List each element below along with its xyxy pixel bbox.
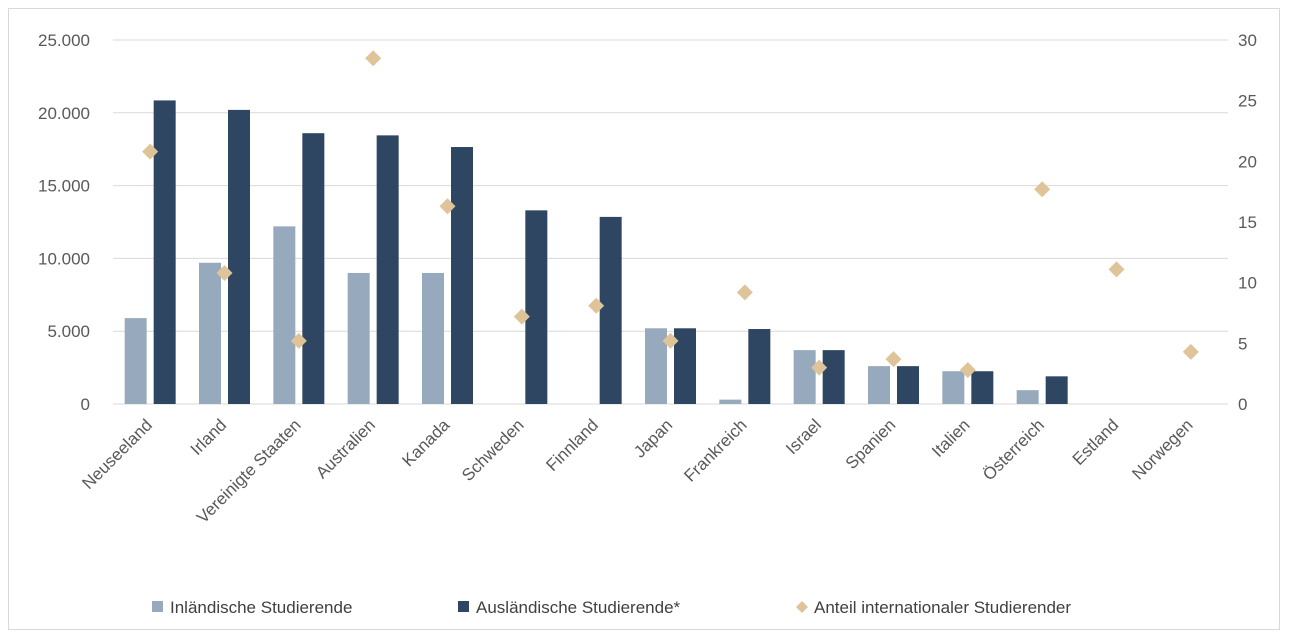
left-axis-ticks: 0 5.000 10.000 15.000 20.000 25.000 <box>38 31 90 414</box>
category-label: Österreich <box>979 415 1048 484</box>
point-anteil <box>959 362 976 379</box>
bar-inlaendische <box>273 226 296 404</box>
point-anteil <box>439 198 456 215</box>
bar-inlaendische <box>868 366 890 404</box>
right-tick-label: 20 <box>1238 152 1257 171</box>
bar-inlaendische <box>422 272 444 404</box>
category-label: Frankreich <box>680 415 750 485</box>
bar-auslaendische <box>599 216 622 404</box>
bar-auslaendische <box>897 366 919 404</box>
bar-auslaendische <box>228 109 250 404</box>
left-tick-label: 20.000 <box>38 104 90 123</box>
legend-swatch <box>152 601 163 612</box>
bar-inlaendische <box>719 399 742 404</box>
left-tick-label: 25.000 <box>38 31 90 50</box>
category-label: Italien <box>928 415 974 461</box>
right-tick-label: 10 <box>1238 274 1257 293</box>
left-tick-label: 0 <box>81 395 90 414</box>
bar-auslaendische <box>748 329 771 404</box>
bar-auslaendische <box>451 147 473 405</box>
bar-auslaendische <box>302 133 325 404</box>
bar-inlaendische <box>942 371 965 404</box>
bars <box>124 100 1068 405</box>
legend-label: Inländische Studierende <box>170 598 352 617</box>
legend-item: Ausländische Studierende* <box>458 598 681 617</box>
right-tick-label: 30 <box>1238 31 1257 50</box>
point-anteil <box>885 351 902 368</box>
right-tick-label: 25 <box>1238 92 1257 111</box>
point-anteil <box>588 297 605 314</box>
category-label: Finnland <box>542 415 602 475</box>
bar-auslaendische <box>971 371 994 404</box>
point-anteil <box>811 359 828 376</box>
left-tick-label: 15.000 <box>38 177 90 196</box>
legend-swatch <box>458 601 469 612</box>
right-tick-label: 5 <box>1238 334 1247 353</box>
bar-inlaendische <box>793 350 816 404</box>
legend: Inländische Studierende Ausländische Stud… <box>152 598 1071 617</box>
category-label: Japan <box>630 415 676 461</box>
left-tick-label: 5.000 <box>47 322 90 341</box>
right-axis-ticks: 0 5 10 15 20 25 30 <box>1238 31 1257 414</box>
category-label: Australien <box>312 415 379 482</box>
bar-auslaendische <box>153 100 176 404</box>
left-tick-label: 10.000 <box>38 249 90 268</box>
category-label: Schweden <box>458 415 528 485</box>
bar-auslaendische <box>674 328 696 404</box>
bar-auslaendische <box>1045 376 1068 404</box>
legend-swatch <box>796 601 808 613</box>
bar-auslaendische <box>525 210 548 404</box>
right-tick-label: 0 <box>1238 395 1247 414</box>
point-anteil <box>1034 181 1051 198</box>
share-points <box>142 50 1199 379</box>
point-anteil <box>216 264 233 281</box>
point-anteil <box>290 332 307 349</box>
bar-auslaendische <box>822 350 845 404</box>
gridlines <box>113 39 1228 405</box>
point-anteil <box>1108 261 1125 278</box>
legend-label: Ausländische Studierende* <box>476 598 681 617</box>
category-label: Estland <box>1069 415 1123 469</box>
point-anteil <box>1182 343 1199 360</box>
legend-item: Inländische Studierende <box>152 598 352 617</box>
point-anteil <box>142 143 159 160</box>
point-anteil <box>365 50 382 67</box>
right-tick-label: 15 <box>1238 213 1257 232</box>
category-label: Irland <box>187 415 231 459</box>
category-label: Kanada <box>398 415 453 470</box>
point-anteil <box>513 308 530 325</box>
legend-item: Anteil internationaler Studierender <box>796 598 1071 617</box>
bar-inlaendische <box>347 272 370 404</box>
bar-auslaendische <box>376 135 399 405</box>
point-anteil <box>662 332 679 349</box>
bar-inlaendische <box>1016 390 1039 404</box>
point-anteil <box>736 284 753 301</box>
category-label: Norwegen <box>1128 415 1196 483</box>
category-label: Spanien <box>842 415 900 473</box>
bar-inlaendische <box>124 318 147 404</box>
category-label: Neuseeland <box>78 415 156 493</box>
legend-label: Anteil internationaler Studierender <box>814 598 1071 617</box>
bar-inlaendische <box>199 262 221 404</box>
bar-inlaendische <box>645 328 667 404</box>
category-label: Israel <box>782 415 825 458</box>
